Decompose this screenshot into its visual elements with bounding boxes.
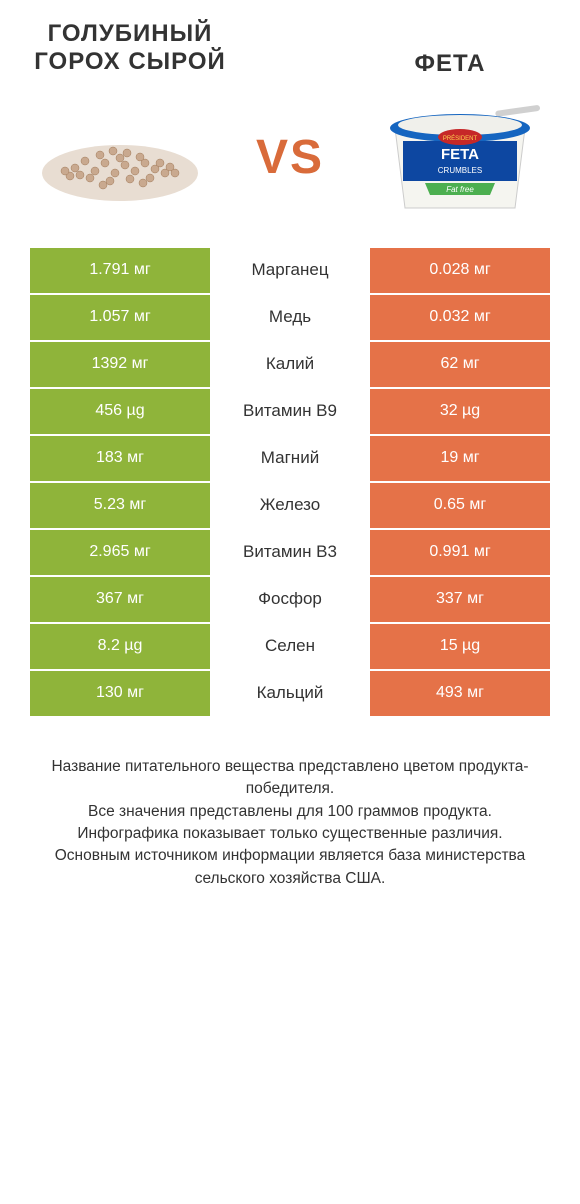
table-row: 1.791 мгМарганец0.028 мг [30,248,550,295]
right-value-cell: 0.65 мг [370,483,550,528]
nutrient-cell: Фосфор [210,577,370,622]
nutrient-cell: Медь [210,295,370,340]
left-value-cell: 2.965 мг [30,530,210,575]
table-row: 183 мгМагний19 мг [30,436,550,483]
left-value-cell: 8.2 µg [30,624,210,669]
peas-icon [35,113,205,203]
feta-icon: FETA CRUMBLES Fat free PRÉSIDENT [375,93,545,223]
right-value-cell: 0.032 мг [370,295,550,340]
footer: Название питательного вещества представл… [0,718,580,891]
table-row: 456 µgВитамин B932 µg [30,389,550,436]
left-value-cell: 456 µg [30,389,210,434]
footer-line: Основным источником информации является … [30,845,550,890]
nutrient-cell: Кальций [210,671,370,716]
right-value-cell: 32 µg [370,389,550,434]
right-value-cell: 493 мг [370,671,550,716]
nutrient-cell: Селен [210,624,370,669]
table-row: 8.2 µgСелен15 µg [30,624,550,671]
right-value-cell: 62 мг [370,342,550,387]
right-value-cell: 337 мг [370,577,550,622]
right-value-cell: 0.028 мг [370,248,550,293]
footer-line: Инфографика показывает только существенн… [30,823,550,845]
left-value-cell: 1.057 мг [30,295,210,340]
nutrient-cell: Витамин B9 [210,389,370,434]
nutrient-cell: Калий [210,342,370,387]
footer-line: Все значения представлены для 100 граммо… [30,801,550,823]
left-value-cell: 1392 мг [30,342,210,387]
left-value-cell: 183 мг [30,436,210,481]
header: ГОЛУБИНЫЙ ГОРОХ СЫРОЙ ФЕТА [0,0,580,88]
svg-text:FETA: FETA [441,146,479,163]
svg-text:CRUMBLES: CRUMBLES [438,166,482,175]
left-value-cell: 367 мг [30,577,210,622]
nutrient-cell: Витамин B3 [210,530,370,575]
nutrient-cell: Железо [210,483,370,528]
right-value-cell: 19 мг [370,436,550,481]
right-product-image: FETA CRUMBLES Fat free PRÉSIDENT [370,88,550,228]
left-product-image [30,88,210,228]
table-row: 367 мгФосфор337 мг [30,577,550,624]
table-row: 1392 мгКалий62 мг [30,342,550,389]
left-value-cell: 130 мг [30,671,210,716]
right-value-cell: 0.991 мг [370,530,550,575]
vs-label: VS [256,130,324,185]
left-value-cell: 5.23 мг [30,483,210,528]
left-product-title: ГОЛУБИНЫЙ ГОРОХ СЫРОЙ [30,20,230,75]
nutrient-cell: Магний [210,436,370,481]
table-row: 130 мгКальций493 мг [30,671,550,718]
comparison-table: 1.791 мгМарганец0.028 мг1.057 мгМедь0.03… [30,248,550,718]
nutrient-cell: Марганец [210,248,370,293]
table-row: 1.057 мгМедь0.032 мг [30,295,550,342]
svg-text:PRÉSIDENT: PRÉSIDENT [443,135,478,142]
left-value-cell: 1.791 мг [30,248,210,293]
images-row: VS FETA CRUMBLES Fat free PRÉSIDENT [0,88,580,248]
svg-text:Fat free: Fat free [446,185,474,194]
right-value-cell: 15 µg [370,624,550,669]
footer-line: Название питательного вещества представл… [30,756,550,801]
table-row: 2.965 мгВитамин B30.991 мг [30,530,550,577]
table-row: 5.23 мгЖелезо0.65 мг [30,483,550,530]
right-product-title: ФЕТА [350,20,550,78]
